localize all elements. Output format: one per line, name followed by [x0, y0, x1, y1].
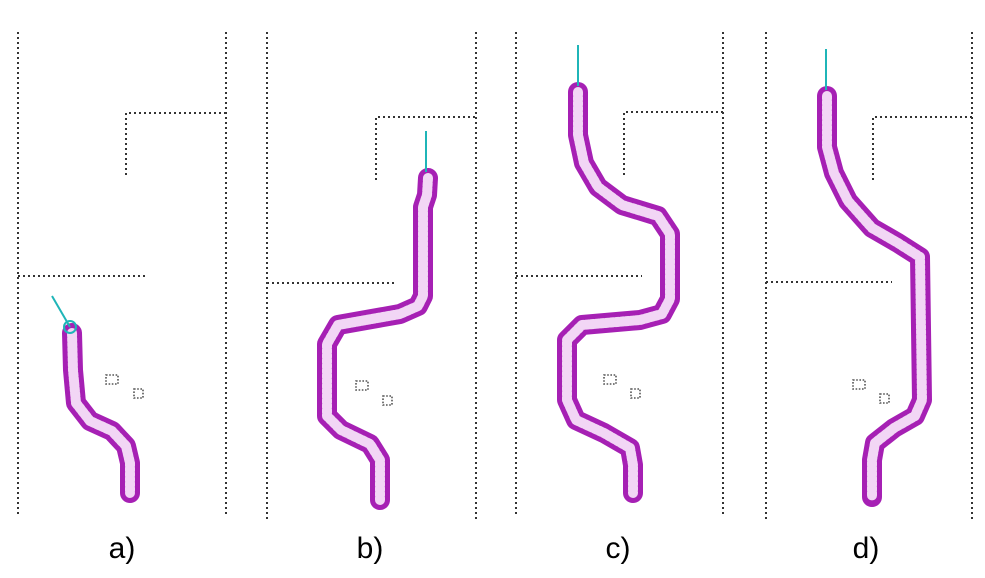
via-pad	[630, 388, 641, 399]
panel-label: a)	[109, 532, 136, 565]
via-pad	[603, 374, 617, 385]
via-pad	[879, 393, 890, 404]
via-pad	[852, 379, 866, 390]
trace-path-core	[822, 91, 927, 502]
wall-upper-corner	[375, 116, 476, 180]
trace-path-core	[67, 328, 135, 498]
cursor-ring	[63, 320, 77, 334]
wall-upper-corner	[872, 116, 972, 180]
panel-b: b)	[266, 32, 477, 565]
panel-d: d)	[765, 32, 973, 565]
trace-path-core	[322, 173, 433, 505]
via-pad	[355, 380, 369, 391]
trace-path	[817, 86, 932, 507]
via-pad	[133, 388, 144, 399]
panel-label: c)	[606, 532, 631, 565]
via-pad	[382, 395, 393, 406]
wall-upper-corner	[623, 111, 723, 175]
panel-c: c)	[515, 32, 724, 565]
panel-a: a)	[17, 32, 227, 565]
probe-line	[51, 295, 71, 328]
trace-path-core	[562, 87, 675, 498]
via-pad	[105, 374, 119, 385]
wall-upper-corner	[125, 112, 226, 175]
panel-label: b)	[357, 532, 384, 565]
panel-label: d)	[853, 532, 880, 565]
